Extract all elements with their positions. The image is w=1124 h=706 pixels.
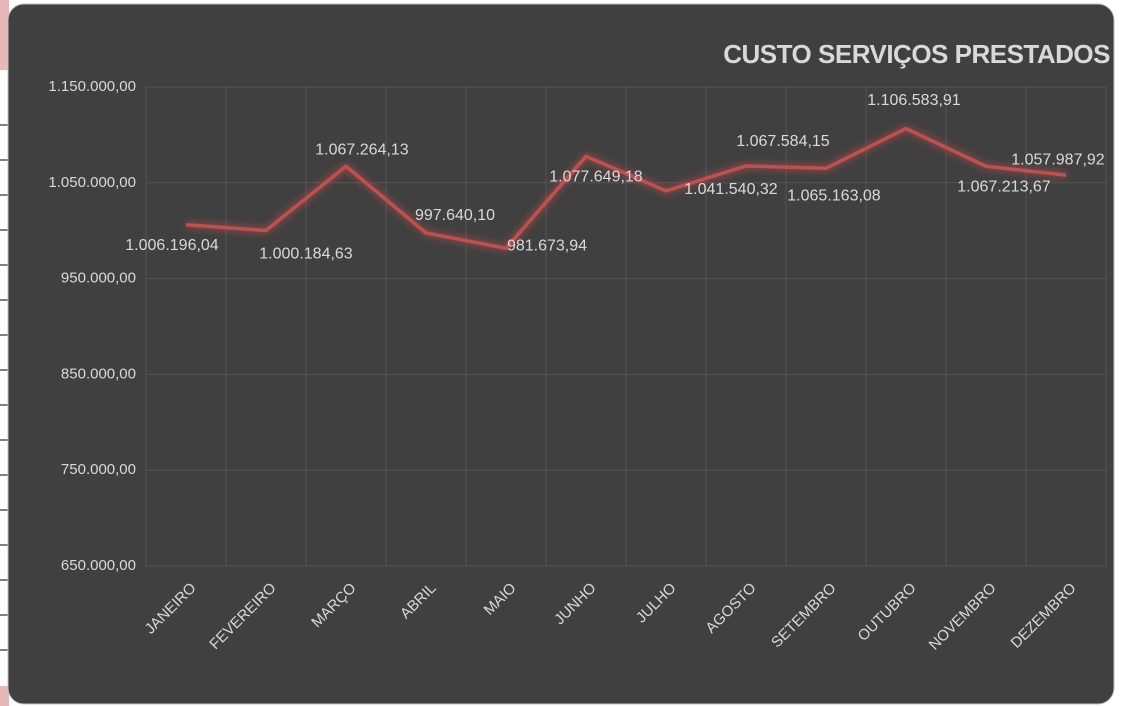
chart-area: [7, 3, 1115, 705]
data-label: 1.077.649,18: [549, 169, 643, 186]
data-label: 1.057.987,92: [1011, 151, 1105, 168]
data-label: 981.673,94: [507, 237, 587, 254]
data-label: 1.000.184,63: [259, 246, 353, 263]
data-label: 1.106.583,91: [867, 92, 961, 109]
series-line: [185, 126, 1067, 251]
y-tick-label: 750.000,00: [61, 461, 136, 478]
y-tick-label: 850.000,00: [61, 365, 136, 382]
y-tick-label: 1.150.000,00: [48, 78, 136, 95]
y-tick-label: 950.000,00: [61, 270, 136, 287]
y-tick-label: 650.000,00: [61, 557, 136, 574]
data-label: 997.640,10: [415, 207, 495, 224]
data-label: 1.041.540,32: [684, 181, 778, 198]
data-label: 1.067.264,13: [315, 141, 409, 158]
chart-title: CUSTO SERVIÇOS PRESTADOS: [723, 39, 1110, 69]
y-tick-label: 1.050.000,00: [48, 174, 136, 191]
data-label: 1.067.584,15: [736, 133, 830, 150]
data-label: 1.065.163,08: [787, 187, 881, 204]
data-label: 1.067.213,67: [957, 179, 1051, 196]
data-label: 1.006.196,04: [125, 237, 219, 254]
